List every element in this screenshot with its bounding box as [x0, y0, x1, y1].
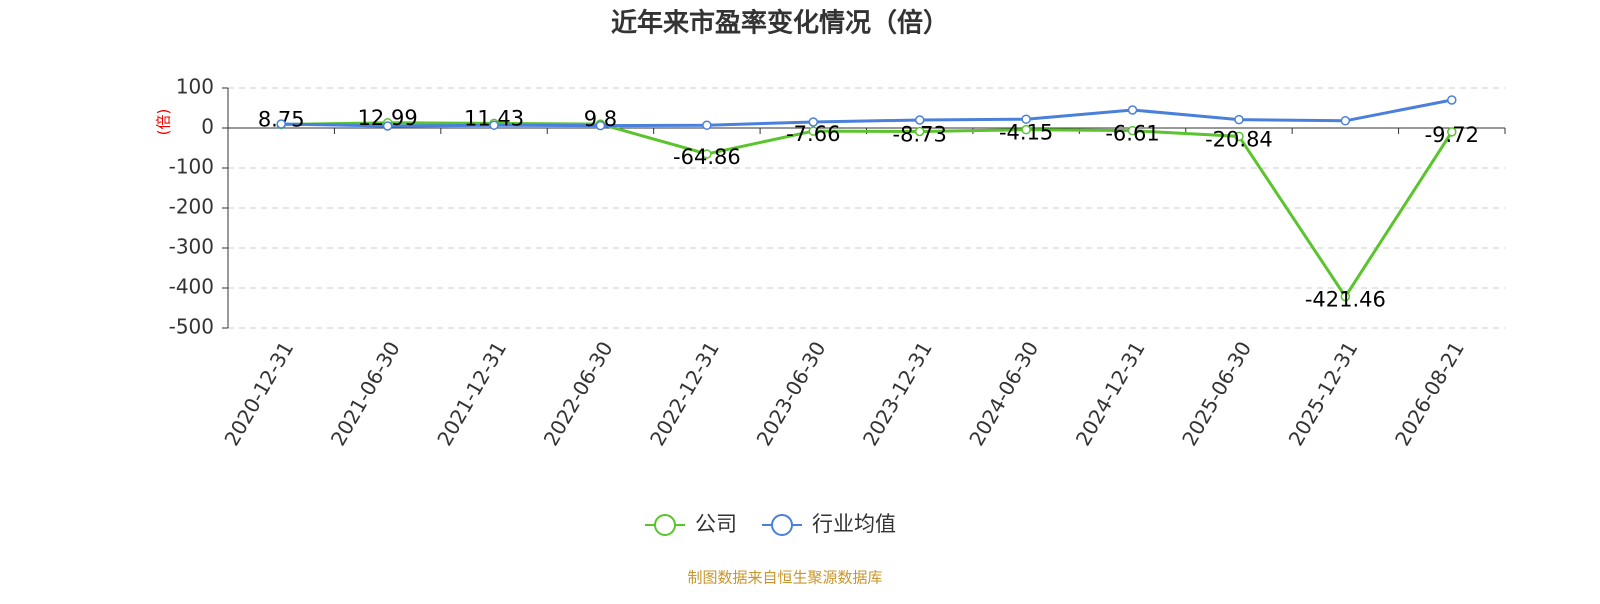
- x-tick-label: 2022-12-31: [645, 337, 724, 450]
- x-tick-label: 2025-06-30: [1177, 337, 1256, 450]
- data-point: [489, 120, 499, 130]
- data-point: [276, 119, 286, 129]
- data-point: [808, 126, 819, 136]
- data-label: -20.84: [1205, 127, 1273, 151]
- data-point: [1447, 127, 1457, 137]
- data-label: -9.72: [1425, 123, 1479, 147]
- x-tick-label: 2023-12-31: [858, 337, 937, 450]
- data-point: [702, 149, 712, 159]
- x-tick-label: 2021-12-31: [432, 337, 511, 450]
- legend-marker: [771, 514, 793, 536]
- x-tick-label: 2024-12-31: [1071, 337, 1150, 450]
- series-line: [281, 98, 1453, 128]
- x-tick-label: 2026-08-21: [1390, 337, 1469, 450]
- data-point: [1340, 291, 1351, 302]
- x-tick-label: 2020-12-31: [219, 337, 298, 450]
- data-point: [1021, 124, 1031, 135]
- series-line: [281, 121, 1454, 300]
- y-tick-label: -100: [169, 155, 214, 179]
- data-label: -64.86: [673, 145, 741, 169]
- data-point: [914, 115, 925, 125]
- data-label: -6.61: [1105, 122, 1159, 146]
- y-tick-label: -200: [169, 195, 214, 219]
- x-tick-label: 2024-06-30: [964, 337, 1043, 450]
- data-point: [914, 126, 925, 137]
- legend-label: 行业均值: [812, 512, 896, 536]
- data-point: [382, 121, 393, 131]
- source-note: 制图数据来自恒生聚源数据库: [687, 569, 882, 587]
- data-label: -4.15: [999, 121, 1053, 145]
- data-point: [1447, 95, 1457, 105]
- y-tick-label: 0: [201, 115, 214, 139]
- x-tick-label: 2022-06-30: [539, 337, 618, 450]
- data-label: -8.73: [893, 122, 947, 146]
- data-point: [1127, 105, 1138, 115]
- y-tick-label: -300: [169, 235, 214, 259]
- x-tick-label: 2025-12-31: [1284, 337, 1363, 450]
- y-tick-label: 100: [176, 75, 214, 99]
- data-point: [1021, 114, 1031, 124]
- y-tick-label: -500: [169, 315, 214, 339]
- chart-title: 近年来市盈率变化情况（倍）: [611, 8, 949, 39]
- data-point: [808, 117, 819, 127]
- data-point: [702, 120, 712, 130]
- data-point: [1234, 131, 1244, 142]
- x-tick-label: 2021-06-30: [326, 337, 405, 450]
- x-tick-label: 2023-06-30: [751, 337, 830, 450]
- legend-marker: [654, 514, 676, 536]
- data-point: [1127, 125, 1138, 136]
- y-tick-label: -400: [169, 275, 214, 299]
- data-point: [595, 120, 606, 131]
- y-axis-label: (倍): [155, 109, 173, 136]
- data-label: -421.46: [1305, 288, 1386, 312]
- data-point: [1340, 116, 1351, 126]
- legend-label: 公司: [695, 512, 737, 536]
- data-point: [1234, 114, 1244, 125]
